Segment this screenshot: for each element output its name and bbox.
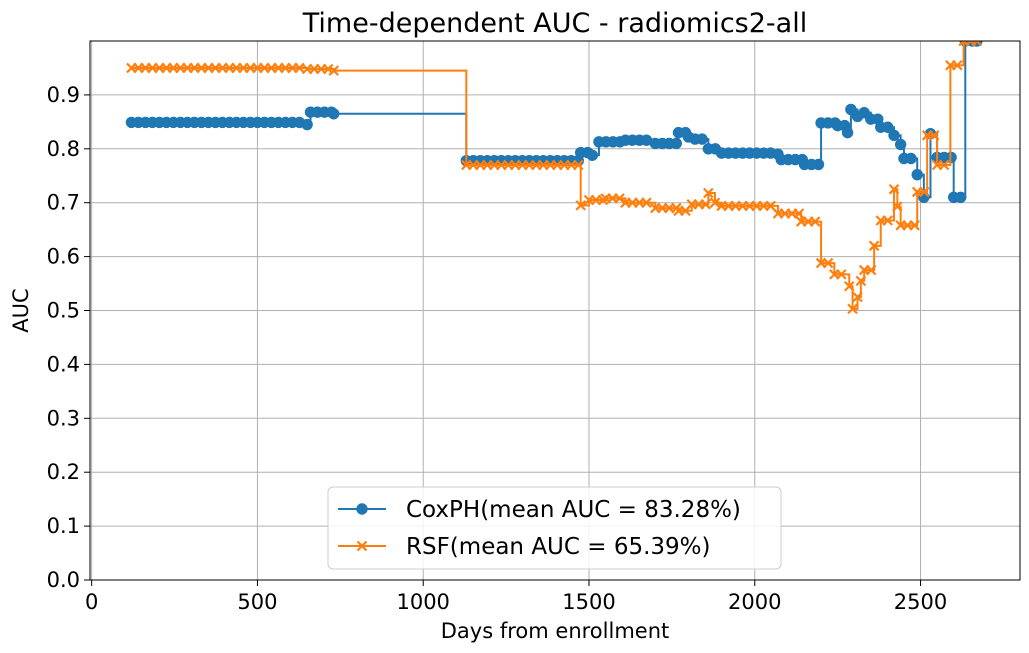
data-point: [845, 103, 857, 116]
legend: CoxPH(mean AUC = 83.28%) RSF(mean AUC = 6…: [327, 486, 782, 570]
data-point: [836, 269, 847, 280]
series-layer: [125, 41, 983, 315]
chart-title: Time-dependent AUC - radiomics2-all: [302, 8, 807, 39]
y-axis-title: AUC: [9, 288, 33, 332]
data-point: [868, 240, 880, 252]
y-axis-ticks: 0.0 0.1 0.2 0.3 0.4 0.5 0.6 0.7 0.8 0.9: [47, 83, 90, 592]
data-point: [952, 59, 963, 71]
data-point: [894, 138, 907, 151]
data-point: [641, 197, 652, 208]
data-point: [852, 291, 863, 303]
x-tick-label: 1000: [396, 590, 449, 614]
data-point: [812, 158, 825, 171]
grid-lines: [90, 41, 1020, 581]
data-point: [700, 199, 712, 210]
data-point: [865, 264, 877, 276]
data-point: [855, 275, 867, 287]
legend-item: CoxPH(mean AUC = 83.28%): [338, 497, 741, 523]
y-tick-label: 0.2: [47, 460, 80, 484]
y-tick-label: 0.7: [47, 191, 80, 215]
x-tick-label: 2000: [728, 590, 781, 614]
legend-label: RSF(mean AUC = 65.39%): [406, 534, 711, 560]
x-axis-ticks: 0 500 1000 1500 2000 2500: [85, 580, 947, 614]
data-point: [954, 191, 967, 204]
x-tick-label: 1500: [562, 590, 615, 614]
data-point: [892, 201, 903, 212]
series-coxph: [125, 41, 983, 204]
data-point: [918, 186, 930, 198]
data-point: [888, 129, 900, 142]
x-tick-label: 2500: [894, 590, 947, 614]
data-point: [841, 126, 854, 139]
data-point: [614, 193, 625, 204]
legend-label: CoxPH(mean AUC = 83.28%): [406, 497, 741, 523]
data-point: [573, 159, 584, 171]
data-point: [911, 168, 923, 181]
data-point: [938, 159, 950, 171]
data-point: [809, 216, 821, 227]
data-point: [356, 540, 368, 552]
legend-box: [327, 486, 782, 570]
data-point: [586, 149, 598, 161]
y-tick-label: 0.0: [47, 568, 80, 592]
y-tick-label: 0.4: [47, 352, 80, 376]
series-markers: [126, 41, 983, 315]
data-point: [327, 108, 340, 120]
data-point: [882, 215, 894, 226]
data-point: [905, 152, 917, 165]
data-point: [703, 187, 714, 199]
data-point: [356, 503, 368, 515]
data-point: [847, 303, 858, 315]
data-point: [928, 130, 940, 141]
data-point: [888, 183, 900, 195]
data-point: [822, 257, 834, 269]
data-point: [882, 121, 894, 133]
y-tick-label: 0.5: [47, 299, 80, 323]
data-point: [793, 208, 805, 219]
data-point: [909, 220, 920, 231]
data-point: [709, 197, 721, 208]
data-point: [843, 280, 855, 292]
legend-item: RSF(mean AUC = 65.39%): [338, 534, 711, 560]
x-axis-title: Days from enrollment: [441, 619, 669, 643]
data-point: [696, 133, 708, 145]
series-line: [131, 41, 977, 310]
series-rsf: [126, 41, 983, 315]
y-tick-label: 0.6: [47, 245, 80, 269]
data-point: [575, 200, 586, 211]
data-point: [670, 137, 682, 150]
data-point: [328, 65, 339, 76]
series-markers: [125, 41, 983, 204]
y-tick-label: 0.9: [47, 83, 80, 107]
data-point: [971, 41, 983, 47]
y-tick-label: 0.1: [47, 514, 80, 538]
x-tick-label: 0: [85, 590, 98, 614]
x-tick-label: 500: [237, 590, 277, 614]
y-tick-label: 0.3: [47, 406, 80, 430]
y-tick-label: 0.8: [47, 137, 80, 161]
data-point: [301, 118, 313, 131]
